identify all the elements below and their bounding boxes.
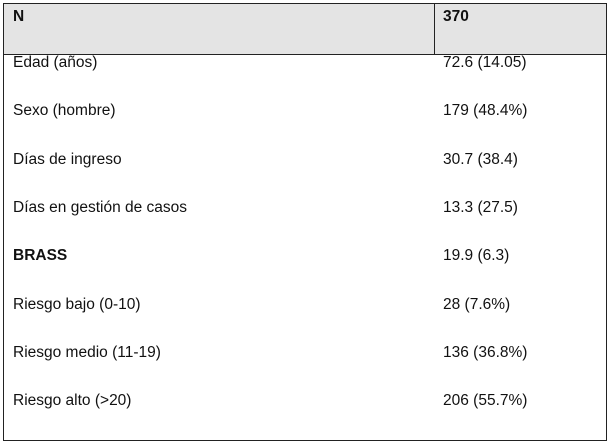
header-row: N 370 — [4, 4, 606, 55]
table-cell: 28 (7.6%) — [443, 295, 511, 313]
column-divider — [434, 4, 435, 54]
header-cell: N — [13, 8, 25, 25]
table-cell: 13.3 (27.5) — [443, 198, 518, 216]
table-cell: Sexo (hombre) — [13, 102, 116, 120]
table-cell: Edad (años) — [13, 54, 98, 71]
table-cell: Días de ingreso — [13, 150, 122, 168]
table-cell: Riesgo alto (>20) — [13, 392, 132, 410]
header-cell: 370 — [443, 8, 469, 25]
table-cell: Días en gestión de casos — [13, 198, 188, 216]
table-cell: 30.7 (38.4) — [443, 150, 518, 168]
table-cell: 72.6 (14.05) — [443, 54, 527, 71]
table-cell: 19.9 (6.3) — [443, 247, 510, 265]
table-cell: 206 (55.7%) — [443, 392, 528, 410]
table-cell: 136 (36.8%) — [443, 343, 528, 361]
table-cell: Riesgo bajo (0-10) — [13, 295, 141, 313]
table-cell: Riesgo medio (11-19) — [13, 343, 161, 361]
table: N 370 Edad (años) 72.6 (14.05) Sexo (hombr… — [3, 3, 607, 441]
table-cell: 179 (48.4%) — [443, 102, 528, 120]
table-cell: BRASS — [13, 247, 68, 265]
